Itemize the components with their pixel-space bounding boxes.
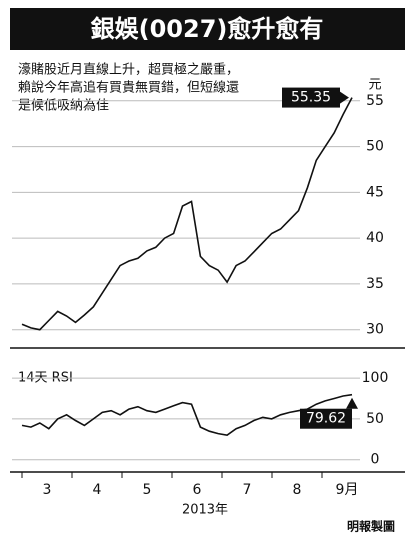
callout-box bbox=[300, 408, 352, 429]
x-tick-label: 9月 bbox=[336, 482, 359, 498]
value-label: 55.35 bbox=[291, 90, 331, 106]
callout-arrow bbox=[346, 397, 358, 409]
x-tick-label: 7 bbox=[243, 482, 252, 498]
y-tick-label: 45 bbox=[366, 184, 384, 200]
price-line bbox=[21, 393, 353, 437]
y-tick-label: 50 bbox=[366, 411, 384, 427]
x-tick-label: 6 bbox=[193, 482, 202, 498]
y-tick-label: 55 bbox=[366, 93, 384, 109]
y-tick-label: 40 bbox=[366, 230, 384, 246]
x-axis-title: 2013年 bbox=[182, 503, 228, 518]
y-tick-label: 30 bbox=[366, 322, 384, 338]
source: 明報製圖 bbox=[347, 519, 395, 534]
x-tick-label: 3 bbox=[43, 482, 52, 498]
y-tick-label: 35 bbox=[366, 276, 384, 292]
y-unit: 元 bbox=[368, 78, 381, 93]
subtitle: 是候低吸納為佳 bbox=[18, 98, 109, 114]
x-tick-label: 5 bbox=[143, 482, 152, 498]
chart-title: 銀娛(0027)愈升愈有 bbox=[91, 15, 324, 43]
subtitle: 賴說今年高追有買貴無買錯，但短線還 bbox=[18, 80, 239, 96]
callout-box bbox=[282, 87, 340, 108]
subtitle: 濠賭股近月直線上升，超買極之嚴重， bbox=[18, 62, 239, 78]
y-tick-label: 0 bbox=[371, 452, 380, 468]
y-tick-label: 100 bbox=[362, 370, 389, 386]
x-tick-label: 8 bbox=[293, 482, 302, 498]
value-label: 79.62 bbox=[306, 411, 346, 427]
price-line bbox=[21, 97, 353, 331]
y-tick-label: 50 bbox=[366, 139, 384, 155]
x-tick-label: 4 bbox=[93, 482, 102, 498]
title-bar bbox=[10, 8, 405, 50]
callout-arrow bbox=[340, 91, 349, 104]
